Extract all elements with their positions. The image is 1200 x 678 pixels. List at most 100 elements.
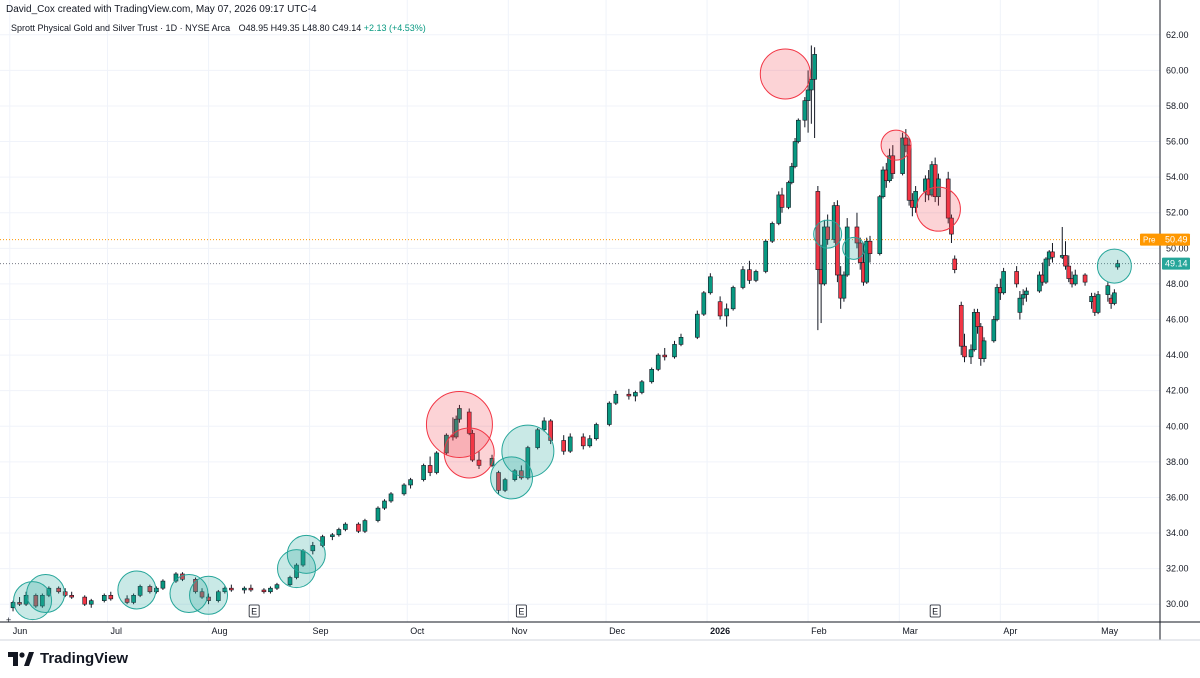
candle[interactable] [1024,287,1029,302]
candle[interactable] [844,218,850,277]
candle[interactable] [261,588,267,594]
candle[interactable] [607,401,612,427]
candle[interactable] [388,492,394,503]
candle[interactable] [864,237,870,284]
candle[interactable] [717,296,723,320]
candle[interactable] [375,506,381,523]
candle[interactable] [633,390,638,402]
candle[interactable] [216,589,221,603]
candle[interactable] [496,470,501,494]
candle[interactable] [1095,291,1101,315]
candle[interactable] [1017,291,1023,320]
candle[interactable] [952,255,958,274]
candle[interactable] [548,419,553,445]
candle[interactable] [1066,255,1072,283]
candle[interactable] [1043,257,1049,284]
candle[interactable] [730,285,736,311]
candle[interactable] [56,586,61,594]
candle[interactable] [776,191,782,226]
candle[interactable] [206,593,211,605]
candle[interactable] [567,433,573,453]
earnings-marker[interactable]: E [248,604,260,618]
circle-annotation-green[interactable] [490,456,534,500]
candlestick-series[interactable] [10,45,1120,612]
candle[interactable] [903,129,909,153]
circle-annotation-green[interactable] [501,424,555,478]
candle[interactable] [792,138,798,169]
candle[interactable] [971,308,977,352]
candle[interactable] [945,171,951,224]
candle[interactable] [274,582,280,590]
candle[interactable] [1014,266,1019,288]
candle[interactable] [701,291,707,316]
candle[interactable] [753,269,759,283]
candle[interactable] [476,451,482,469]
circle-annotation-green[interactable] [286,534,326,574]
candle[interactable] [968,344,974,364]
candle[interactable] [825,214,830,245]
candle[interactable] [1050,242,1055,263]
candle[interactable] [655,353,661,372]
candle[interactable] [242,586,247,594]
circle-annotations[interactable] [13,48,1132,621]
candle[interactable] [900,132,905,176]
candle[interactable] [108,591,114,601]
candle[interactable] [857,237,863,270]
candle[interactable] [33,593,39,608]
candle[interactable] [268,586,273,594]
circle-annotation-green[interactable] [813,219,843,249]
candle[interactable] [330,533,335,541]
candle[interactable] [815,186,821,331]
candle[interactable] [593,422,599,441]
candle[interactable] [535,428,540,450]
candle[interactable] [193,577,198,594]
earnings-marker[interactable]: E [515,604,527,618]
candle[interactable] [408,477,413,489]
candle[interactable] [580,433,586,450]
candle[interactable] [822,219,827,286]
candle[interactable] [101,593,107,603]
candle[interactable] [913,186,918,213]
circle-annotation-green[interactable] [842,236,866,260]
circle-annotation-red[interactable] [759,48,811,100]
candle[interactable] [1037,271,1042,293]
candle[interactable] [949,214,954,243]
circle-annotation-red[interactable] [915,186,961,232]
candle[interactable] [626,388,632,400]
candle[interactable] [1072,269,1078,286]
candle[interactable] [88,598,94,608]
circle-annotation-green[interactable] [26,574,66,614]
candle[interactable] [841,271,847,302]
candle[interactable] [1105,282,1111,302]
candle[interactable] [62,588,68,598]
price-axis[interactable]: 30.00 32.00 34.00 36.00 38.00 40.00 42.00 44.00… [1140,0,1190,640]
candle[interactable] [867,235,873,263]
candle[interactable] [747,260,752,284]
candle[interactable] [1001,267,1006,295]
candle[interactable] [975,308,980,334]
candle[interactable] [466,408,472,436]
candle[interactable] [789,162,795,185]
candle[interactable] [336,527,342,537]
candle[interactable] [1115,259,1120,270]
tradingview-logo[interactable]: TradingView [8,650,128,667]
candle[interactable] [489,454,495,468]
candle[interactable] [958,301,964,356]
candle[interactable] [587,435,593,448]
candle[interactable] [362,518,368,534]
candle[interactable] [541,417,547,432]
candle[interactable] [809,45,814,124]
last-price-badge[interactable]: 49.14 [1162,257,1190,270]
candle[interactable] [401,483,407,496]
candle[interactable] [154,586,159,594]
candle[interactable] [890,145,896,179]
circle-annotation-green[interactable] [277,549,317,589]
candle[interactable] [805,70,811,133]
candle[interactable] [229,584,234,592]
candle[interactable] [613,390,619,405]
candle[interactable] [519,465,524,480]
candle[interactable] [502,477,508,493]
candle[interactable] [812,47,817,138]
